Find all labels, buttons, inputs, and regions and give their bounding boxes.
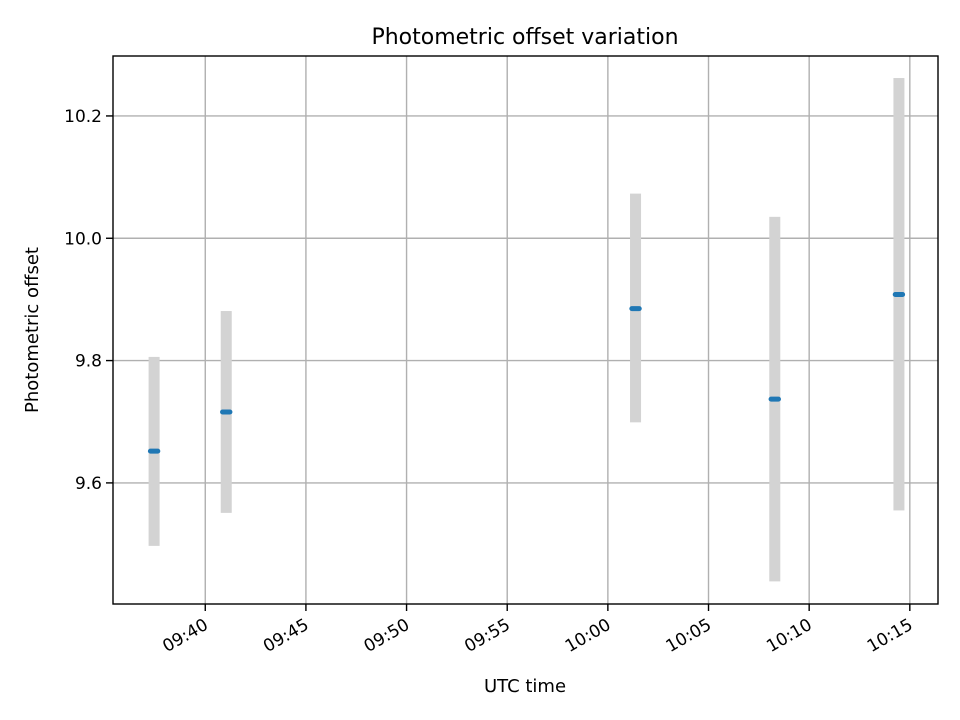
plot-frame [112,55,939,605]
chart-title: Photometric offset variation [371,25,678,50]
grid-lines [113,56,938,604]
y-tick-label: 10.2 [64,107,102,127]
y-tick-label: 10.0 [64,229,102,249]
x-tick-label: 10:10 [763,615,815,657]
x-axis-label: UTC time [484,676,566,697]
x-tick-label: 10:15 [864,615,916,657]
x-tick-label: 10:00 [562,615,614,657]
x-tick-label: 09:40 [159,615,211,657]
data-point [220,409,233,415]
x-tick-label: 09:55 [461,615,513,657]
x-tick-label: 10:05 [663,615,715,657]
data-point [147,448,161,454]
data-point [768,396,781,402]
y-tick-label: 9.6 [75,474,102,494]
y-axis-label: Photometric offset [22,247,43,413]
data-point [629,306,642,312]
axis-ticks: 09:40 09:45 09:50 09:55 10:00 10:05 10:10 10:15… [64,107,916,657]
x-tick-label: 09:45 [260,615,312,657]
data-point [892,292,906,298]
x-tick-label: 09:50 [361,615,413,657]
y-tick-label: 9.8 [75,352,102,372]
data-series [147,78,906,582]
